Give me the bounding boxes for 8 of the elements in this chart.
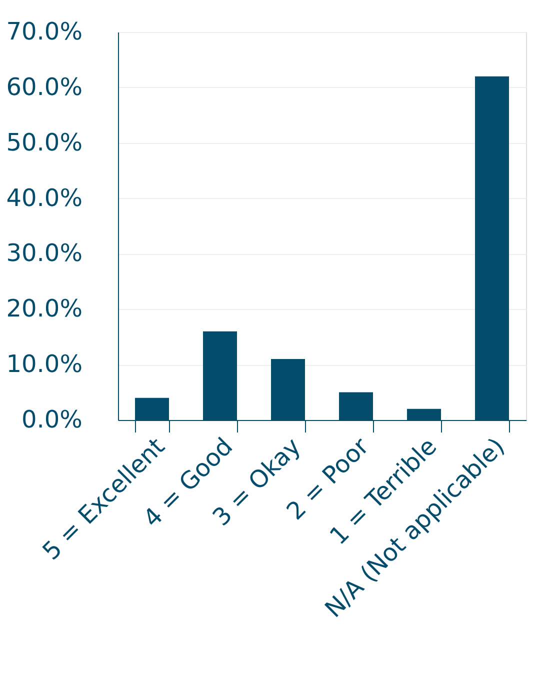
y-tick-label: 0.0% (22, 406, 82, 434)
y-tick-label: 30.0% (6, 239, 82, 268)
y-tick-label: 70.0% (6, 18, 82, 46)
y-tick-label: 10.0% (6, 350, 82, 378)
y-tick-label: 60.0% (6, 72, 82, 101)
y-tick-label: 50.0% (6, 128, 82, 156)
y-tick-label: 40.0% (6, 184, 82, 212)
y-tick-label: 20.0% (6, 294, 82, 323)
